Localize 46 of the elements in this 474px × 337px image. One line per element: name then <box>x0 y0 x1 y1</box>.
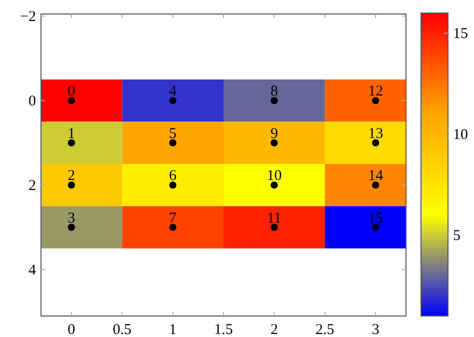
annotation: 4 <box>169 84 178 100</box>
y-tick-label: 0 <box>28 94 36 110</box>
x-tick-label: 2.5 <box>316 322 334 337</box>
point <box>270 139 278 146</box>
point <box>270 181 278 189</box>
point <box>68 96 76 104</box>
x-tick-label: 0 <box>68 322 76 337</box>
x-tick-label: 1.5 <box>214 322 233 337</box>
y-tick-label: −2 <box>20 9 36 26</box>
point <box>270 96 278 104</box>
point <box>68 181 76 189</box>
point <box>372 181 380 189</box>
y-tick-label: 2 <box>28 178 36 194</box>
annotation: 7 <box>169 210 178 226</box>
point <box>68 224 76 231</box>
annotation: 13 <box>368 126 384 142</box>
annotation: 2 <box>68 168 76 184</box>
point <box>169 224 176 231</box>
point <box>169 181 176 189</box>
annotation: 15 <box>368 210 384 226</box>
point <box>270 224 278 231</box>
x-tick-label: 2 <box>270 322 278 337</box>
x-tick-label: 0.5 <box>112 322 132 337</box>
point <box>68 139 76 146</box>
point <box>372 139 380 146</box>
point <box>169 96 176 104</box>
annotation: 10 <box>266 168 282 184</box>
point <box>372 96 380 104</box>
annotation: 14 <box>368 168 384 184</box>
x-tick-label: 3 <box>372 322 380 337</box>
annotation: 3 <box>68 210 76 226</box>
y-tick-label: 4 <box>28 262 36 279</box>
annotation: 1 <box>68 126 76 142</box>
point <box>169 139 176 146</box>
annotation: 12 <box>368 84 384 100</box>
color-bar-label: 5 <box>453 228 460 244</box>
annotation: 0 <box>68 84 76 100</box>
color-bar-label: 15 <box>453 26 468 42</box>
color-bar-label: 10 <box>453 127 468 144</box>
annotation: 8 <box>270 84 278 100</box>
annotation: 9 <box>270 126 278 142</box>
annotation: 6 <box>169 168 178 184</box>
point <box>372 224 380 231</box>
x-tick-label: 1 <box>169 322 177 337</box>
annotation: 5 <box>169 126 177 142</box>
annotation: 11 <box>266 210 282 226</box>
